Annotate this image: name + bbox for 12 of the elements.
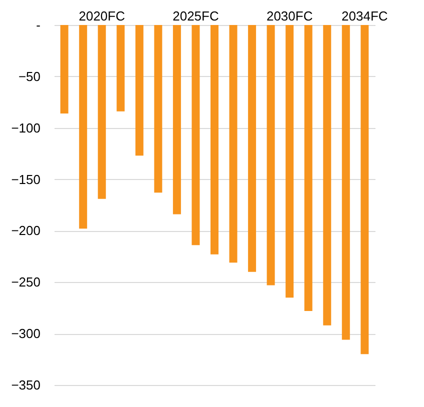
y-tick-label: −150: [11, 172, 40, 187]
y-tick-label: -: [36, 18, 40, 32]
y-tick-label: −250: [11, 274, 40, 290]
x-tick-label: 2034FC: [342, 8, 388, 24]
x-tick-label: 2030FC: [266, 8, 313, 24]
y-tick-label: −350: [11, 378, 40, 392]
x-tick-label: 2025FC: [172, 8, 219, 24]
y-tick-label: −300: [11, 326, 40, 342]
y-tick-label: −100: [11, 120, 40, 136]
x-tick-label: 2020FC: [78, 8, 125, 24]
y-tick-label: −200: [11, 223, 40, 238]
y-tick-label: −50: [18, 68, 40, 84]
